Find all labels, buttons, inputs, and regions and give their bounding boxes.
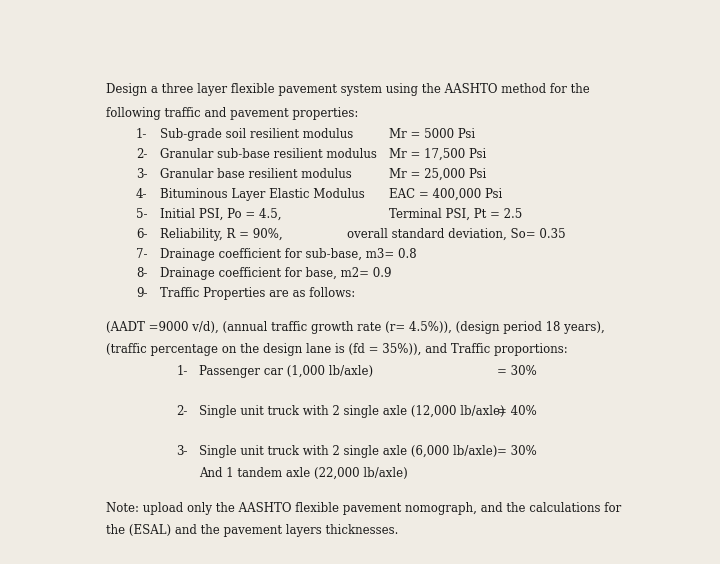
- Text: Bituminous Layer Elastic Modulus: Bituminous Layer Elastic Modulus: [160, 188, 364, 201]
- Text: Reliability, R = 90%,: Reliability, R = 90%,: [160, 228, 282, 241]
- Text: Initial PSI, Po = 4.5,: Initial PSI, Po = 4.5,: [160, 208, 282, 221]
- Text: 3-: 3-: [176, 445, 188, 458]
- Text: And 1 tandem axle (22,000 lb/axle): And 1 tandem axle (22,000 lb/axle): [199, 466, 408, 479]
- Text: Terminal PSI, Pt = 2.5: Terminal PSI, Pt = 2.5: [389, 208, 522, 221]
- Text: 9-: 9-: [136, 288, 148, 301]
- Text: 5-: 5-: [136, 208, 148, 221]
- Text: Design a three layer flexible pavement system using the AASHTO method for the: Design a three layer flexible pavement s…: [106, 83, 590, 96]
- Text: the (ESAL) and the pavement layers thicknesses.: the (ESAL) and the pavement layers thick…: [106, 524, 398, 537]
- Text: = 30%: = 30%: [498, 364, 537, 377]
- Text: Mr = 17,500 Psi: Mr = 17,500 Psi: [389, 148, 486, 161]
- Text: (AADT =9000 v/d), (annual traffic growth rate (r= 4.5%)), (design period 18 year: (AADT =9000 v/d), (annual traffic growth…: [106, 321, 604, 334]
- Text: = 40%: = 40%: [498, 404, 537, 417]
- Text: Granular sub-base resilient modulus: Granular sub-base resilient modulus: [160, 148, 377, 161]
- Text: (traffic percentage on the design lane is (fd = 35%)), and Traffic proportions:: (traffic percentage on the design lane i…: [106, 342, 567, 356]
- Text: 6-: 6-: [136, 228, 148, 241]
- Text: Single unit truck with 2 single axle (6,000 lb/axle): Single unit truck with 2 single axle (6,…: [199, 445, 498, 458]
- Text: 7-: 7-: [136, 248, 148, 261]
- Text: Sub-grade soil resilient modulus: Sub-grade soil resilient modulus: [160, 128, 353, 141]
- Text: Drainage coefficient for sub-base, m3= 0.8: Drainage coefficient for sub-base, m3= 0…: [160, 248, 416, 261]
- Text: Mr = 5000 Psi: Mr = 5000 Psi: [389, 128, 474, 141]
- Text: 2-: 2-: [176, 404, 188, 417]
- Text: Traffic Properties are as follows:: Traffic Properties are as follows:: [160, 288, 355, 301]
- Text: Granular base resilient modulus: Granular base resilient modulus: [160, 168, 351, 180]
- Text: Passenger car (1,000 lb/axle): Passenger car (1,000 lb/axle): [199, 364, 373, 377]
- Text: 4-: 4-: [136, 188, 148, 201]
- Text: following traffic and pavement properties:: following traffic and pavement propertie…: [106, 107, 358, 120]
- Text: EAC = 400,000 Psi: EAC = 400,000 Psi: [389, 188, 502, 201]
- Text: Note: upload only the AASHTO flexible pavement nomograph, and the calculations f: Note: upload only the AASHTO flexible pa…: [106, 502, 621, 515]
- Text: Drainage coefficient for base, m2= 0.9: Drainage coefficient for base, m2= 0.9: [160, 267, 391, 280]
- Text: overall standard deviation, So= 0.35: overall standard deviation, So= 0.35: [347, 228, 565, 241]
- Text: 8-: 8-: [136, 267, 147, 280]
- Text: 3-: 3-: [136, 168, 148, 180]
- Text: 1-: 1-: [136, 128, 147, 141]
- Text: Single unit truck with 2 single axle (12,000 lb/axle): Single unit truck with 2 single axle (12…: [199, 404, 505, 417]
- Text: 1-: 1-: [176, 364, 188, 377]
- Text: = 30%: = 30%: [498, 445, 537, 458]
- Text: Mr = 25,000 Psi: Mr = 25,000 Psi: [389, 168, 486, 180]
- Text: 2-: 2-: [136, 148, 147, 161]
